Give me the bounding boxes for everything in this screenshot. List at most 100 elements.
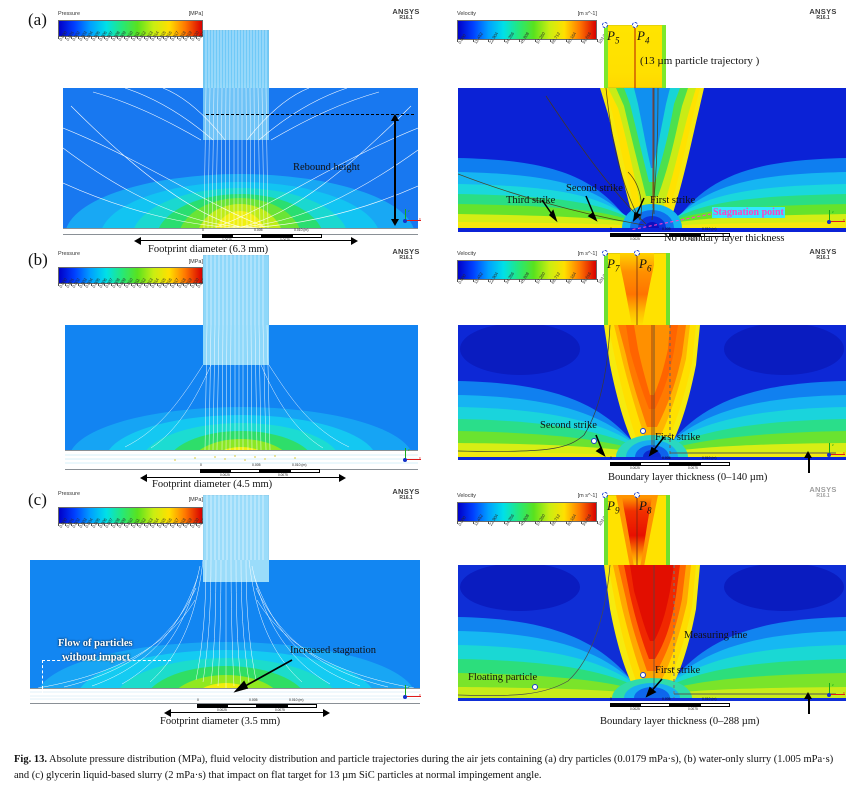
scale-sub-left: 0.0025	[630, 707, 640, 711]
legend-tick-mark	[457, 279, 458, 282]
ansys-watermark: ANSYS R16.1	[383, 248, 429, 261]
legend-tick-mark	[156, 283, 158, 286]
first-strike-marker-b	[640, 428, 646, 434]
legend-tick-mark	[597, 39, 598, 42]
scale-sub-left: 0.0025	[630, 466, 640, 470]
legend-tick-mark	[581, 521, 583, 524]
legend-tick-mark	[565, 521, 567, 524]
rebound-arrow-head-up	[391, 114, 399, 121]
legend-tick-mark	[519, 279, 521, 282]
legend-tick-mark	[534, 521, 536, 524]
velocity-colorbar	[457, 260, 597, 280]
legend-tick-mark	[488, 521, 490, 524]
pressure-legend-ticks: 0.000 0.001 0.002 0.003 0.004 0.005 0.006 0.007…	[58, 277, 213, 298]
ansys-version: R16.1	[399, 254, 413, 261]
legend-tick-mark	[503, 521, 505, 524]
legend-tick-mark	[183, 283, 185, 286]
legend-tick-mark	[550, 279, 552, 282]
legend-tick-mark	[565, 279, 567, 282]
legend-tick-mark	[97, 523, 99, 526]
annotation-arrows-c-left	[233, 659, 293, 693]
pressure-field-b	[65, 325, 418, 450]
scale-tick-mid: 0.005	[662, 456, 671, 460]
legend-tick-mark	[64, 36, 66, 39]
point-label-p9: P9	[607, 498, 620, 516]
footprint-arrow-b	[146, 477, 340, 479]
point-marker-p5	[602, 22, 608, 28]
scale-tick-max: 0.010 (m)	[702, 697, 717, 701]
panel-letter-c: (c)	[28, 490, 47, 509]
scale-ruler-b-right: 0 0.005 0.010 (m) 0.0025 0.0075	[610, 456, 730, 470]
legend-tick-mark	[90, 36, 92, 39]
first-strike-label: First strike	[650, 195, 696, 206]
legend-tick-mark	[183, 523, 185, 526]
scale-sub-left: 0.0025	[222, 238, 232, 242]
point-marker-p9	[602, 492, 608, 498]
legend-tick-mark	[104, 523, 106, 526]
legend-tick-mark	[150, 283, 152, 286]
legend-tick-mark	[196, 36, 198, 39]
boundary-layer-arrow-head-c	[804, 692, 812, 699]
scale-ruler-a-left: 0 0.005 0.010 (m) 0.0025 0.0075	[202, 228, 322, 242]
legend-tick-mark	[176, 523, 178, 526]
legend-tick-mark	[150, 36, 152, 39]
ansys-watermark: ANSYS R16.1	[800, 8, 846, 21]
point-marker-p7	[602, 250, 608, 256]
scale-sub-right: 0.0075	[688, 466, 698, 470]
legend-tick-mark	[170, 523, 172, 526]
footprint-diameter-label-a: Footprint diameter (6.3 mm)	[148, 244, 269, 255]
legend-tick-mark	[581, 279, 583, 282]
legend-tick-mark	[143, 283, 145, 286]
figure-label: Fig. 13.	[14, 754, 47, 765]
annotation-arrows-c-right	[645, 678, 663, 698]
legend-tick-mark	[58, 523, 59, 526]
legend-tick-mark	[156, 523, 158, 526]
first-strike-label-c: First strike	[655, 665, 701, 676]
legend-tick-mark	[550, 39, 552, 42]
legend-tick-mark	[84, 36, 86, 39]
legend-tick-mark	[189, 523, 191, 526]
nozzle-jet-b-right	[604, 253, 670, 328]
scale-tick-max: 0.010 (m)	[702, 227, 717, 231]
particle-trajectory-label: (13 µm particle trajectory )	[640, 55, 760, 67]
legend-tick-mark	[457, 39, 458, 42]
second-strike-marker-b	[591, 438, 597, 444]
ansys-version: R16.1	[399, 14, 413, 21]
legend-tick-mark	[97, 283, 99, 286]
velocity-legend-ticks: 0.000 11.452 22.904 34.356 45.808 57.260 68.71…	[457, 511, 609, 538]
legend-tick-mark	[71, 283, 73, 286]
boundary-layer-arrow-b	[808, 455, 810, 473]
boundary-layer-label-c: Boundary layer thickness (0–288 µm)	[600, 716, 760, 727]
legend-tick-mark	[196, 283, 198, 286]
footprint-diameter-label-c: Footprint diameter (3.5 mm)	[160, 716, 281, 727]
scale-sub-left: 0.0025	[630, 237, 640, 241]
footprint-arrow-a	[140, 240, 352, 242]
boundary-layer-arrow-c	[808, 696, 810, 714]
legend-tick-mark	[130, 36, 132, 39]
ansys-version: R16.1	[816, 14, 830, 21]
legend-tick-mark	[457, 521, 458, 524]
footprint-arrow-right-b	[339, 474, 346, 482]
legend-tick-mark	[123, 36, 125, 39]
scale-tick-0: 0	[610, 227, 612, 231]
legend-unit: [m s^-1]	[577, 251, 597, 257]
legend-tick-mark	[130, 283, 132, 286]
legend-tick-mark	[565, 39, 567, 42]
legend-tick-mark	[58, 283, 59, 286]
target-plate-b-right	[458, 457, 846, 460]
pressure-legend-a: Pressure [MPa] 0.000 0.001 0.002 0.003 0.004…	[58, 11, 213, 47]
legend-unit: [m s^-1]	[577, 493, 597, 499]
rebound-arrow-head-down	[391, 219, 399, 226]
legend-tick-mark	[163, 523, 165, 526]
scale-tick-max: 0.010 (m)	[289, 698, 304, 702]
legend-tick-mark	[84, 523, 86, 526]
legend-tick-mark	[488, 279, 490, 282]
legend-tick-mark	[534, 39, 536, 42]
legend-tick-mark	[189, 283, 191, 286]
ansys-watermark: ANSYS R16.1	[800, 486, 846, 499]
point-label-p5: P5	[607, 28, 620, 46]
